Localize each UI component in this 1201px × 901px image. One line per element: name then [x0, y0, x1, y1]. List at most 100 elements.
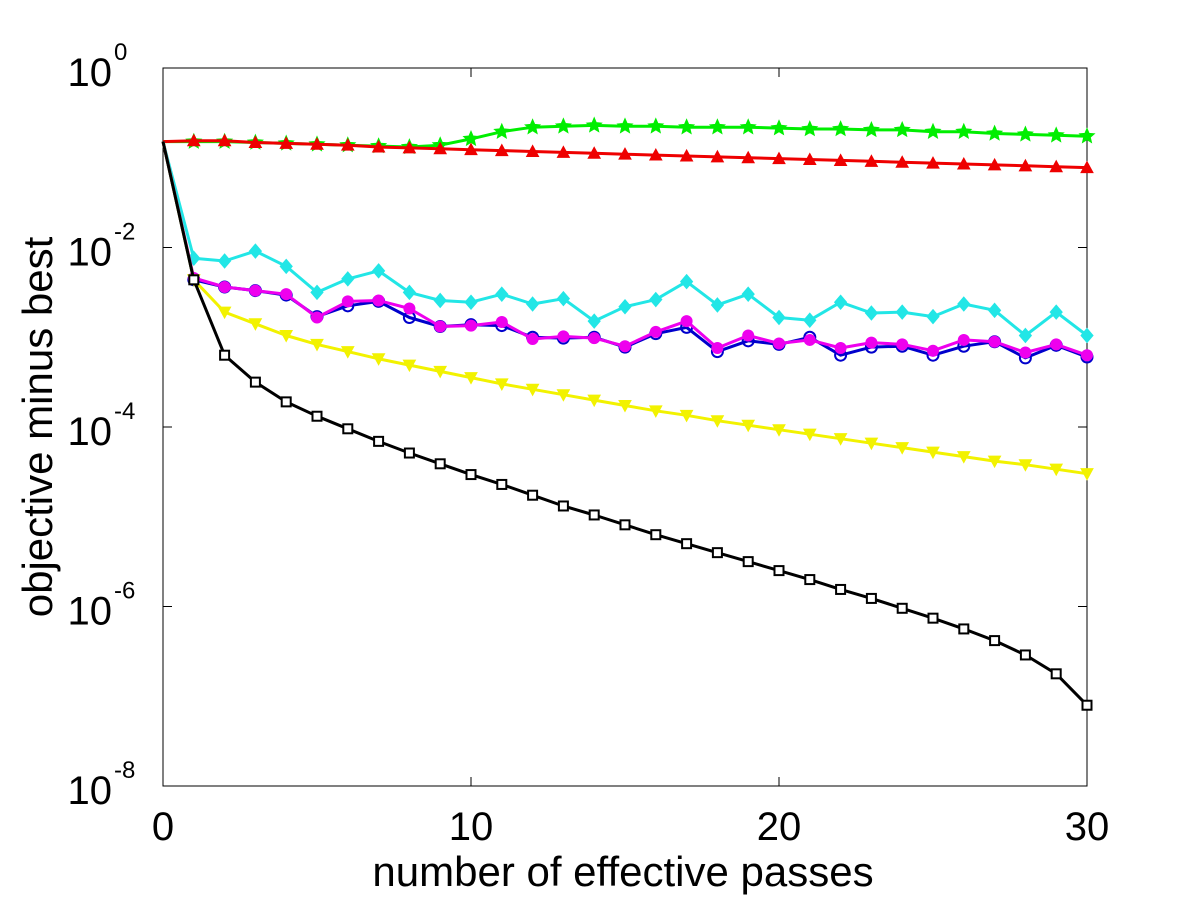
data-point-yellow: [494, 378, 509, 391]
data-point-cyan: [525, 296, 540, 312]
data-point-yellow: [956, 451, 971, 464]
data-point-magenta: [865, 336, 878, 349]
data-point-green: [770, 119, 788, 136]
data-point-yellow: [618, 399, 632, 413]
data-point-green: [986, 124, 1004, 141]
plot-area: [162, 67, 1088, 787]
data-point-red: [833, 153, 848, 166]
data-point-cyan: [649, 291, 663, 308]
data-point-red: [987, 157, 1002, 171]
data-point-magenta: [680, 315, 693, 328]
data-point-cyan: [217, 253, 232, 269]
data-point-magenta: [927, 344, 939, 357]
data-point-green: [462, 130, 480, 147]
data-point-magenta: [311, 311, 323, 324]
series-layer: [161, 116, 1096, 711]
data-point-yellow: [587, 394, 602, 408]
data-point-red: [525, 144, 540, 157]
data-point-magenta: [1081, 349, 1093, 362]
data-point-black: [773, 565, 785, 577]
data-point-cyan: [833, 294, 848, 311]
data-point-green: [647, 117, 665, 134]
data-point-black: [1050, 668, 1062, 680]
data-point-black: [557, 500, 569, 512]
data-point-cyan: [618, 298, 632, 315]
data-point-magenta: [557, 330, 570, 343]
data-point-red: [1049, 159, 1064, 173]
data-point-magenta: [372, 294, 385, 307]
data-point-green: [832, 120, 850, 137]
data-point-magenta: [434, 320, 447, 333]
data-point-black: [989, 635, 1001, 647]
data-point-yellow: [710, 415, 725, 428]
data-point-red: [956, 156, 971, 170]
data-point-green: [955, 122, 973, 139]
data-point-green: [616, 117, 634, 134]
data-point-yellow: [926, 446, 940, 460]
data-point-black: [373, 435, 385, 447]
data-point-green: [708, 118, 726, 135]
data-point-green: [801, 120, 819, 137]
data-point-yellow: [833, 433, 848, 446]
data-point-red: [679, 148, 694, 162]
data-point-yellow: [895, 442, 910, 455]
data-point-yellow: [741, 419, 756, 433]
data-point-red: [802, 152, 817, 166]
series-red: [162, 133, 1094, 174]
data-point-red: [618, 147, 632, 160]
data-point-black: [1081, 699, 1093, 711]
x-axis-label: number of effective passes: [372, 848, 873, 895]
data-point-cyan: [710, 297, 725, 313]
data-point-magenta: [742, 329, 755, 342]
data-point-magenta: [465, 319, 477, 332]
data-point-red: [926, 156, 940, 169]
data-point-yellow: [433, 365, 448, 379]
data-point-magenta: [711, 342, 724, 355]
x-tick-label: 20: [757, 805, 802, 849]
x-tick-label: 0: [152, 805, 174, 849]
data-point-cyan: [926, 308, 940, 325]
data-point-green: [1047, 126, 1065, 143]
data-point-cyan: [464, 294, 478, 311]
data-point-cyan: [679, 273, 694, 290]
data-point-magenta: [619, 340, 631, 353]
data-point-magenta: [280, 288, 293, 301]
data-point-magenta: [403, 302, 416, 315]
data-point-yellow: [525, 383, 540, 397]
data-point-green: [524, 118, 542, 135]
data-point-red: [248, 135, 263, 148]
y-tick-label-base: 10: [68, 590, 113, 634]
data-point-red: [433, 141, 448, 155]
data-point-black: [280, 396, 292, 408]
data-point-black: [311, 410, 323, 422]
y-tick-label-base: 10: [68, 51, 113, 95]
data-point-black: [650, 529, 662, 541]
data-point-magenta: [834, 342, 847, 355]
y-tick-label-exponent: -4: [114, 398, 135, 425]
data-point-black: [527, 489, 539, 501]
data-point-red: [1080, 160, 1094, 174]
data-point-black: [958, 623, 970, 635]
data-point-black: [434, 458, 446, 470]
data-point-cyan: [587, 313, 601, 329]
series-cyan: [161, 141, 1094, 344]
data-point-red: [864, 154, 879, 167]
data-point-black: [1019, 649, 1031, 661]
data-point-cyan: [864, 305, 879, 321]
data-point-magenta: [773, 337, 785, 350]
data-point-cyan: [1080, 327, 1094, 344]
data-point-cyan: [495, 286, 509, 302]
data-point-magenta: [495, 315, 508, 328]
data-point-cyan: [957, 296, 971, 312]
data-point-cyan: [987, 302, 1002, 319]
data-point-red: [186, 133, 201, 147]
data-point-yellow: [310, 338, 324, 352]
data-point-cyan: [433, 292, 447, 309]
data-point-yellow: [1018, 459, 1033, 472]
data-point-magenta: [988, 335, 1001, 348]
data-point-cyan: [803, 312, 817, 328]
data-point-red: [772, 151, 786, 165]
data-point-green: [893, 121, 911, 138]
data-point-yellow: [556, 389, 571, 402]
